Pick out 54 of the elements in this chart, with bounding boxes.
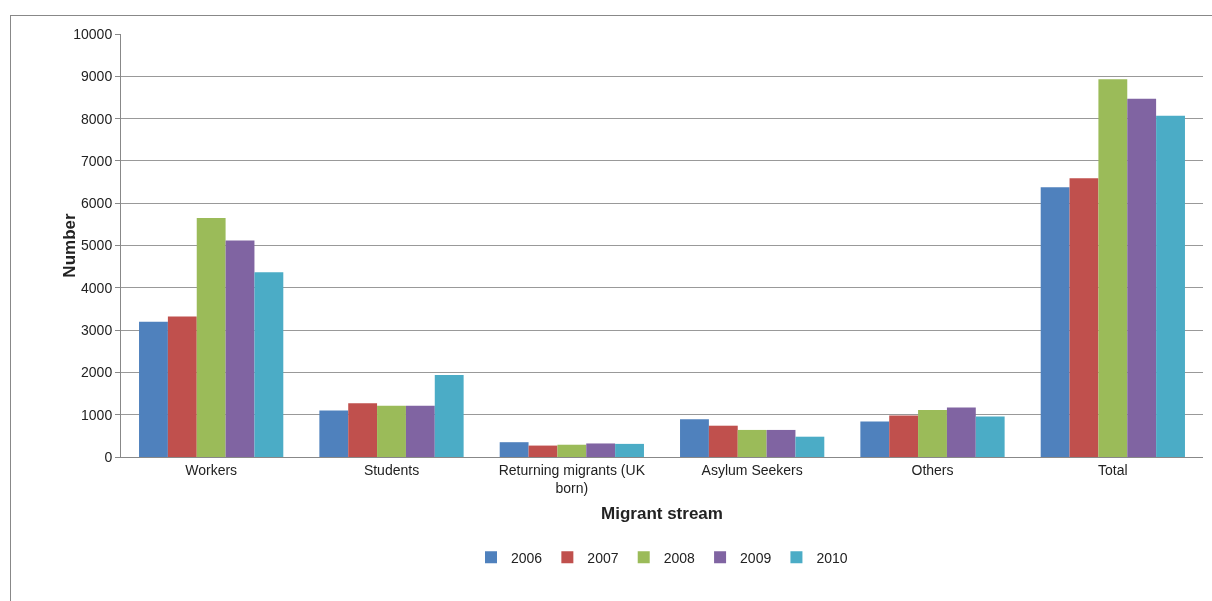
legend-label: 2008 [663, 549, 696, 566]
bar [405, 405, 435, 457]
bar [528, 445, 558, 457]
bar [860, 421, 890, 457]
legend-label: 2006 [511, 549, 543, 566]
y-tick-label: 5000 [81, 237, 113, 254]
bar [975, 416, 1005, 457]
y-tick-label: 10000 [73, 25, 113, 42]
x-tick-label: Total [1098, 461, 1128, 478]
y-tick-label: 3000 [81, 322, 113, 338]
bar [586, 443, 616, 457]
legend-label: 2009 [740, 549, 772, 566]
y-tick-label: 9000 [81, 68, 113, 85]
bar [1156, 115, 1185, 457]
bar [1098, 79, 1128, 457]
bar [225, 240, 255, 457]
bar [319, 410, 349, 457]
legend-label: 2010 [816, 549, 848, 566]
bar [708, 425, 738, 457]
x-tick-label: Students [363, 461, 420, 478]
bar [557, 444, 587, 457]
y-tick-label: 4000 [81, 279, 113, 296]
bar [434, 374, 464, 457]
bar [1127, 98, 1157, 457]
bar [918, 410, 947, 457]
x-tick-label: Returning migrants (UK born) [498, 461, 646, 496]
y-tick-label: 0 [104, 448, 113, 465]
bar [946, 407, 976, 457]
bar [680, 419, 709, 457]
y-tick-label: 1000 [81, 406, 113, 423]
bar [615, 443, 644, 457]
x-tick-label: Workers [185, 461, 238, 478]
y-axis-title: Number [60, 213, 80, 278]
x-tick-label: Others [911, 461, 954, 478]
x-tick-label: Asylum Seekers [701, 461, 803, 478]
x-axis-title: Migrant stream [601, 504, 723, 524]
bar [737, 429, 767, 457]
bar [348, 403, 378, 457]
y-tick-label: 7000 [81, 152, 113, 169]
bar [139, 321, 168, 457]
y-tick-label: 2000 [81, 364, 113, 381]
legend-label: 2007 [587, 549, 619, 566]
bar [254, 272, 284, 457]
bar [1069, 178, 1099, 457]
y-tick-label: 6000 [81, 195, 113, 212]
bar [766, 429, 796, 457]
y-tick-label: 8000 [81, 110, 113, 127]
bar [167, 316, 197, 457]
bar [377, 405, 406, 457]
bar [196, 218, 226, 457]
bar [795, 436, 825, 457]
bar [1040, 187, 1070, 457]
bar [889, 415, 919, 457]
bar [499, 442, 529, 457]
